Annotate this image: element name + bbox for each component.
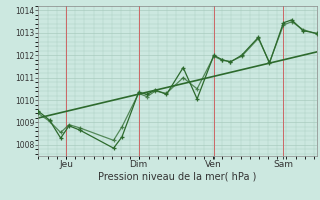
X-axis label: Pression niveau de la mer( hPa ): Pression niveau de la mer( hPa )	[99, 172, 257, 182]
